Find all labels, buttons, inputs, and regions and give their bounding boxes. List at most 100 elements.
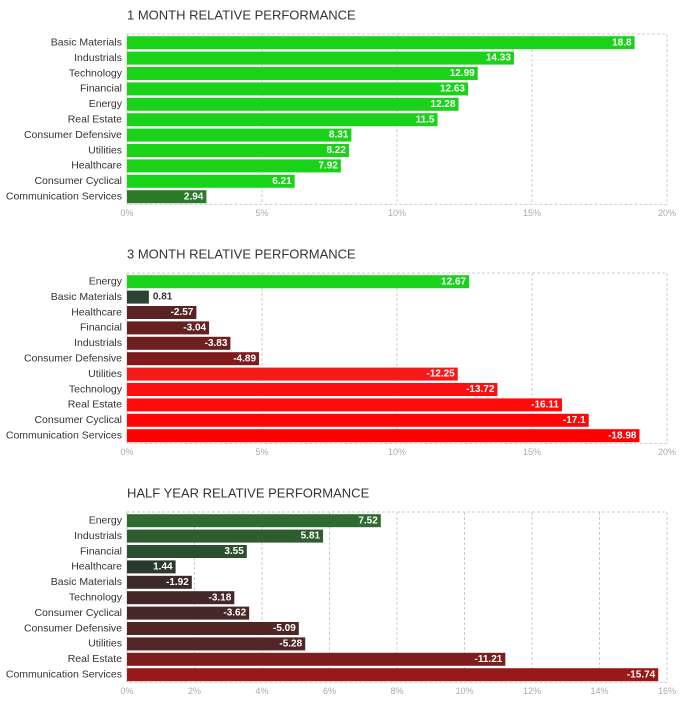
x-tick-label: 6% xyxy=(323,686,336,696)
bar xyxy=(127,336,231,350)
bar xyxy=(127,668,659,682)
value-label: -15.74 xyxy=(627,669,656,680)
x-tick-label: 2% xyxy=(188,686,201,696)
bar xyxy=(127,591,235,605)
x-tick-label: 10% xyxy=(388,208,406,218)
value-label: -5.28 xyxy=(279,639,302,650)
category-label: Real Estate xyxy=(68,653,122,665)
category-label: Consumer Cyclical xyxy=(34,414,122,426)
x-tick-label: 0% xyxy=(120,208,133,218)
bar xyxy=(127,529,324,543)
value-label: 8.31 xyxy=(329,130,349,141)
bar xyxy=(127,383,498,396)
value-label: 7.92 xyxy=(318,161,338,172)
value-label: 2.94 xyxy=(184,191,204,202)
chart-title: 3 MONTH RELATIVE PERFORMANCE xyxy=(127,246,356,261)
value-label: -4.89 xyxy=(233,353,256,364)
value-label: -12.25 xyxy=(426,369,455,380)
bar xyxy=(127,575,192,589)
x-tick-label: 5% xyxy=(255,208,268,218)
bar xyxy=(127,622,299,635)
x-tick-label: 10% xyxy=(455,686,473,696)
bar xyxy=(127,144,349,157)
category-label: Consumer Defensive xyxy=(24,129,122,141)
bar xyxy=(127,128,352,142)
value-label: 12.28 xyxy=(431,99,456,110)
bar xyxy=(127,97,459,111)
category-label: Industrials xyxy=(74,530,122,542)
value-label: -3.04 xyxy=(183,323,206,334)
x-tick-label: 0% xyxy=(120,447,133,457)
value-label: 7.52 xyxy=(358,515,378,526)
value-label: 6.21 xyxy=(272,176,292,187)
category-label: Technology xyxy=(69,67,123,79)
value-label: -3.83 xyxy=(205,338,228,349)
category-label: Energy xyxy=(89,275,123,287)
x-tick-label: 5% xyxy=(255,447,268,457)
x-tick-label: 14% xyxy=(590,686,608,696)
category-label: Consumer Cyclical xyxy=(34,607,122,619)
category-label: Healthcare xyxy=(71,306,122,318)
category-label: Utilities xyxy=(88,144,122,156)
category-label: Financial xyxy=(80,83,122,95)
chart-title: 1 MONTH RELATIVE PERFORMANCE xyxy=(127,7,356,22)
x-tick-label: 12% xyxy=(523,686,541,696)
category-label: Basic Materials xyxy=(51,36,122,48)
bar xyxy=(127,606,250,620)
category-label: Energy xyxy=(89,98,123,110)
bar xyxy=(127,352,260,366)
value-label: -17.1 xyxy=(563,415,586,426)
category-label: Healthcare xyxy=(71,160,122,172)
category-label: Communication Services xyxy=(6,429,122,441)
value-label: 12.67 xyxy=(441,276,466,287)
value-label: 1.44 xyxy=(153,562,173,573)
value-label: -2.57 xyxy=(171,307,194,318)
bar xyxy=(127,159,341,173)
category-label: Technology xyxy=(69,591,123,603)
x-tick-label: 16% xyxy=(658,686,676,696)
category-label: Energy xyxy=(89,514,123,526)
value-label: -3.62 xyxy=(223,608,246,619)
bar xyxy=(127,290,149,304)
bar xyxy=(127,82,469,96)
value-label: -1.92 xyxy=(166,577,189,588)
bar xyxy=(127,306,197,319)
value-label: 8.22 xyxy=(326,145,346,156)
category-label: Financial xyxy=(80,545,122,557)
value-label: 14.33 xyxy=(486,53,511,64)
x-tick-label: 4% xyxy=(255,686,268,696)
bar xyxy=(127,652,506,666)
value-label: -5.09 xyxy=(273,623,296,634)
bar xyxy=(127,514,381,528)
category-label: Financial xyxy=(80,322,122,334)
value-label: -18.98 xyxy=(608,430,637,441)
x-tick-label: 20% xyxy=(658,208,676,218)
bar xyxy=(127,429,640,443)
x-tick-label: 8% xyxy=(390,686,403,696)
value-label: -16.11 xyxy=(531,400,559,411)
category-label: Consumer Defensive xyxy=(24,622,122,634)
value-label: 3.55 xyxy=(224,546,244,557)
x-tick-label: 0% xyxy=(120,686,133,696)
value-label: 5.81 xyxy=(301,531,321,542)
x-tick-label: 15% xyxy=(523,208,541,218)
bar xyxy=(127,413,589,427)
bar xyxy=(127,36,635,50)
value-label: -11.21 xyxy=(475,654,503,665)
bar xyxy=(127,275,470,289)
category-label: Utilities xyxy=(88,368,122,380)
bar xyxy=(127,113,438,127)
category-label: Consumer Cyclical xyxy=(34,175,122,187)
category-label: Communication Services xyxy=(6,190,122,202)
bar xyxy=(127,174,295,188)
bar xyxy=(127,637,306,651)
bar xyxy=(127,321,210,335)
category-label: Utilities xyxy=(88,638,122,650)
value-label: -3.18 xyxy=(209,592,232,603)
category-label: Healthcare xyxy=(71,561,122,573)
bar xyxy=(127,545,247,558)
category-label: Real Estate xyxy=(68,113,122,125)
category-label: Technology xyxy=(69,383,123,395)
chart-title: HALF YEAR RELATIVE PERFORMANCE xyxy=(127,485,370,500)
